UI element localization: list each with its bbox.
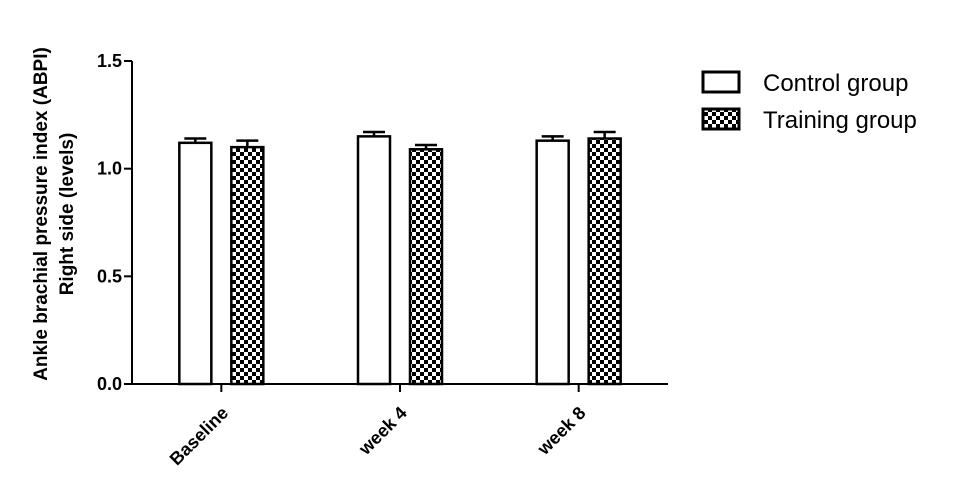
bar: [587, 137, 622, 386]
bar: [535, 139, 570, 386]
y-tick-label: 0.0: [97, 374, 122, 394]
x-tick-labels: Baseline week 4 week 8: [166, 403, 590, 470]
y-tick-label: 1.5: [97, 51, 122, 71]
x-tick-label: Baseline: [166, 403, 233, 470]
y-axis-title-line1: Ankle brachial pressure index (ABPI): [31, 47, 52, 381]
y-tick-label: 0.5: [97, 266, 122, 286]
bar: [408, 148, 444, 386]
legend-label-training: Training group: [763, 107, 917, 134]
legend-label-control: Control group: [763, 70, 908, 97]
y-axis-title-line2: Right side (levels): [57, 133, 78, 296]
bar: [178, 141, 213, 386]
x-tick-label: week 4: [354, 403, 411, 460]
legend: Control group Training group: [701, 70, 917, 134]
legend-swatch-control: [701, 70, 741, 94]
bar: [356, 135, 392, 386]
y-tick-label: 1.0: [97, 159, 122, 179]
y-axis-title: Ankle brachial pressure index (ABPI) Rig…: [31, 47, 78, 381]
bar: [230, 145, 265, 386]
y-axis: 0.0 0.5 1.0 1.5: [97, 51, 133, 394]
x-tick-label: week 8: [533, 403, 590, 460]
legend-swatch-training: [701, 107, 741, 131]
bars: [178, 130, 622, 386]
x-axis: [132, 383, 668, 392]
